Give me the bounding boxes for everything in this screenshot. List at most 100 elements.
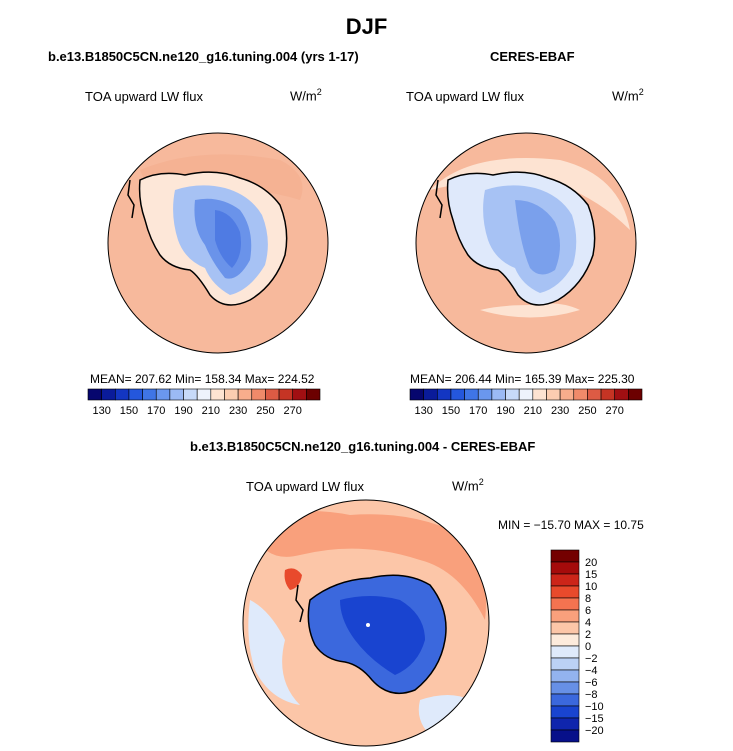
colorbar-tick-label: −8 — [585, 689, 598, 701]
colorbar-tick-label: 210 — [524, 405, 542, 417]
colorbar-swatch — [169, 388, 184, 401]
colorbar-tick-label: 8 — [585, 593, 591, 605]
panel-2-stats: MEAN= 206.44 Min= 165.39 Max= 225.30 — [410, 372, 635, 386]
colorbar-swatch — [251, 388, 266, 401]
panel-3-units: W/m2 — [452, 477, 484, 494]
colorbar-swatch — [183, 388, 198, 401]
colorbar-swatch — [628, 388, 643, 401]
colorbar-swatch — [518, 388, 534, 401]
colorbar-swatch — [550, 693, 580, 707]
panel-1-map-border — [107, 132, 329, 354]
colorbar-swatch — [155, 388, 171, 401]
colorbar-swatch — [550, 621, 580, 635]
panel-3-stats: MIN = −15.70 MAX = 10.75 — [498, 518, 644, 532]
colorbar-tick-label: −4 — [585, 665, 598, 677]
colorbar-tick-label: 0 — [585, 641, 591, 653]
colorbar-swatch — [409, 388, 424, 401]
colorbar-swatch — [436, 388, 452, 401]
colorbar-swatch — [550, 669, 580, 683]
panel-2-map-border — [415, 132, 637, 354]
colorbar-swatch — [532, 388, 547, 401]
colorbar-swatch — [196, 388, 212, 401]
colorbar-swatch — [450, 388, 465, 401]
colorbar-tick-label: 230 — [551, 405, 569, 417]
colorbar-swatch — [550, 681, 580, 695]
colorbar-swatch — [550, 573, 580, 587]
colorbar-tick-label: 210 — [202, 405, 220, 417]
antarctic-coastline — [138, 171, 288, 306]
colorbar-swatch — [550, 657, 580, 671]
colorbar-swatch — [614, 388, 629, 401]
ice-sheet-fill-inner — [515, 200, 560, 275]
colorbar-swatch — [546, 388, 561, 401]
colorbar-tick-label: 130 — [92, 405, 110, 417]
ocean-negative-patch-south — [418, 695, 470, 735]
colorbar-swatch — [600, 388, 616, 401]
peninsula-coastline — [295, 584, 304, 623]
colorbar-tick-label: −2 — [585, 653, 598, 665]
colorbar-tick-label: 170 — [147, 405, 165, 417]
panel-3-map-border — [242, 499, 490, 747]
colorbar-tick-label: 4 — [585, 617, 591, 629]
colorbar-swatch — [423, 388, 438, 401]
panel-1-case-title: b.e13.B1850C5CN.ne120_g16.tuning.004 (yr… — [48, 49, 359, 64]
panel-2-field-label: TOA upward LW flux — [406, 89, 525, 104]
ocean-max-patch — [284, 568, 302, 590]
colorbar-swatch — [306, 388, 321, 401]
colorbar-swatch — [224, 388, 239, 401]
colorbar-tick-label: 150 — [442, 405, 460, 417]
colorbar-swatch — [278, 388, 294, 401]
panel-1-map — [107, 132, 329, 354]
colorbar-tick-label: −15 — [585, 713, 604, 725]
colorbar-swatch — [505, 388, 520, 401]
antarctic-coastline — [446, 171, 596, 306]
colorbar-tick-label: −6 — [585, 677, 598, 689]
colorbar-swatch — [101, 388, 116, 401]
colorbar-tick-label: 130 — [414, 405, 432, 417]
colorbar-swatch — [550, 585, 580, 599]
panel-2-case-title: CERES-EBAF — [490, 49, 575, 64]
colorbar-tick-label: 190 — [496, 405, 514, 417]
colorbar-swatch — [142, 388, 157, 401]
peninsula-coastline — [435, 179, 443, 219]
colorbar-swatch — [550, 597, 580, 611]
colorbar-tick-label: 270 — [284, 405, 302, 417]
colorbar-swatch — [573, 388, 588, 401]
south-pole-marker — [366, 623, 370, 627]
panel-2-map — [415, 132, 637, 354]
colorbar-swatch — [587, 388, 602, 401]
colorbar-tick-label: 6 — [585, 605, 591, 617]
colorbar-swatch — [550, 549, 580, 563]
colorbar-swatch — [491, 388, 506, 401]
colorbar-swatch — [550, 729, 580, 743]
ocean-band-light-south — [480, 303, 580, 318]
colorbar-tick-label: 15 — [585, 569, 597, 581]
colorbar-swatch — [265, 388, 280, 401]
panel-1-colorbar: 130 150 170 190 210 230 250 270 — [87, 388, 321, 417]
colorbar-swatch — [550, 633, 580, 647]
colorbar-tick-label: −10 — [585, 701, 604, 713]
colorbar-swatch — [464, 388, 479, 401]
antarctic-difference-core — [340, 596, 425, 675]
peninsula-coastline — [127, 179, 135, 219]
colorbar-swatch — [210, 388, 225, 401]
panel-1-units: W/m2 — [290, 87, 322, 104]
ocean-positive-band — [250, 511, 486, 620]
ocean-negative-patch-west — [248, 600, 300, 705]
colorbar-tick-label: 250 — [578, 405, 596, 417]
colorbar-tick-label: −20 — [585, 725, 604, 737]
colorbar-tick-label: 20 — [585, 557, 597, 569]
colorbar-swatch — [559, 388, 575, 401]
colorbar-tick-label: 150 — [120, 405, 138, 417]
colorbar-swatch — [550, 609, 580, 623]
colorbar-tick-label: 2 — [585, 629, 591, 641]
panel-3-field-label: TOA upward LW flux — [246, 479, 365, 494]
colorbar-swatch — [128, 388, 143, 401]
colorbar-tick-label: 250 — [256, 405, 274, 417]
panel-2-units: W/m2 — [612, 87, 644, 104]
panel-1-stats: MEAN= 207.62 Min= 158.34 Max= 224.52 — [90, 372, 315, 386]
colorbar-tick-label: 170 — [469, 405, 487, 417]
antarctic-coastline — [307, 574, 447, 695]
